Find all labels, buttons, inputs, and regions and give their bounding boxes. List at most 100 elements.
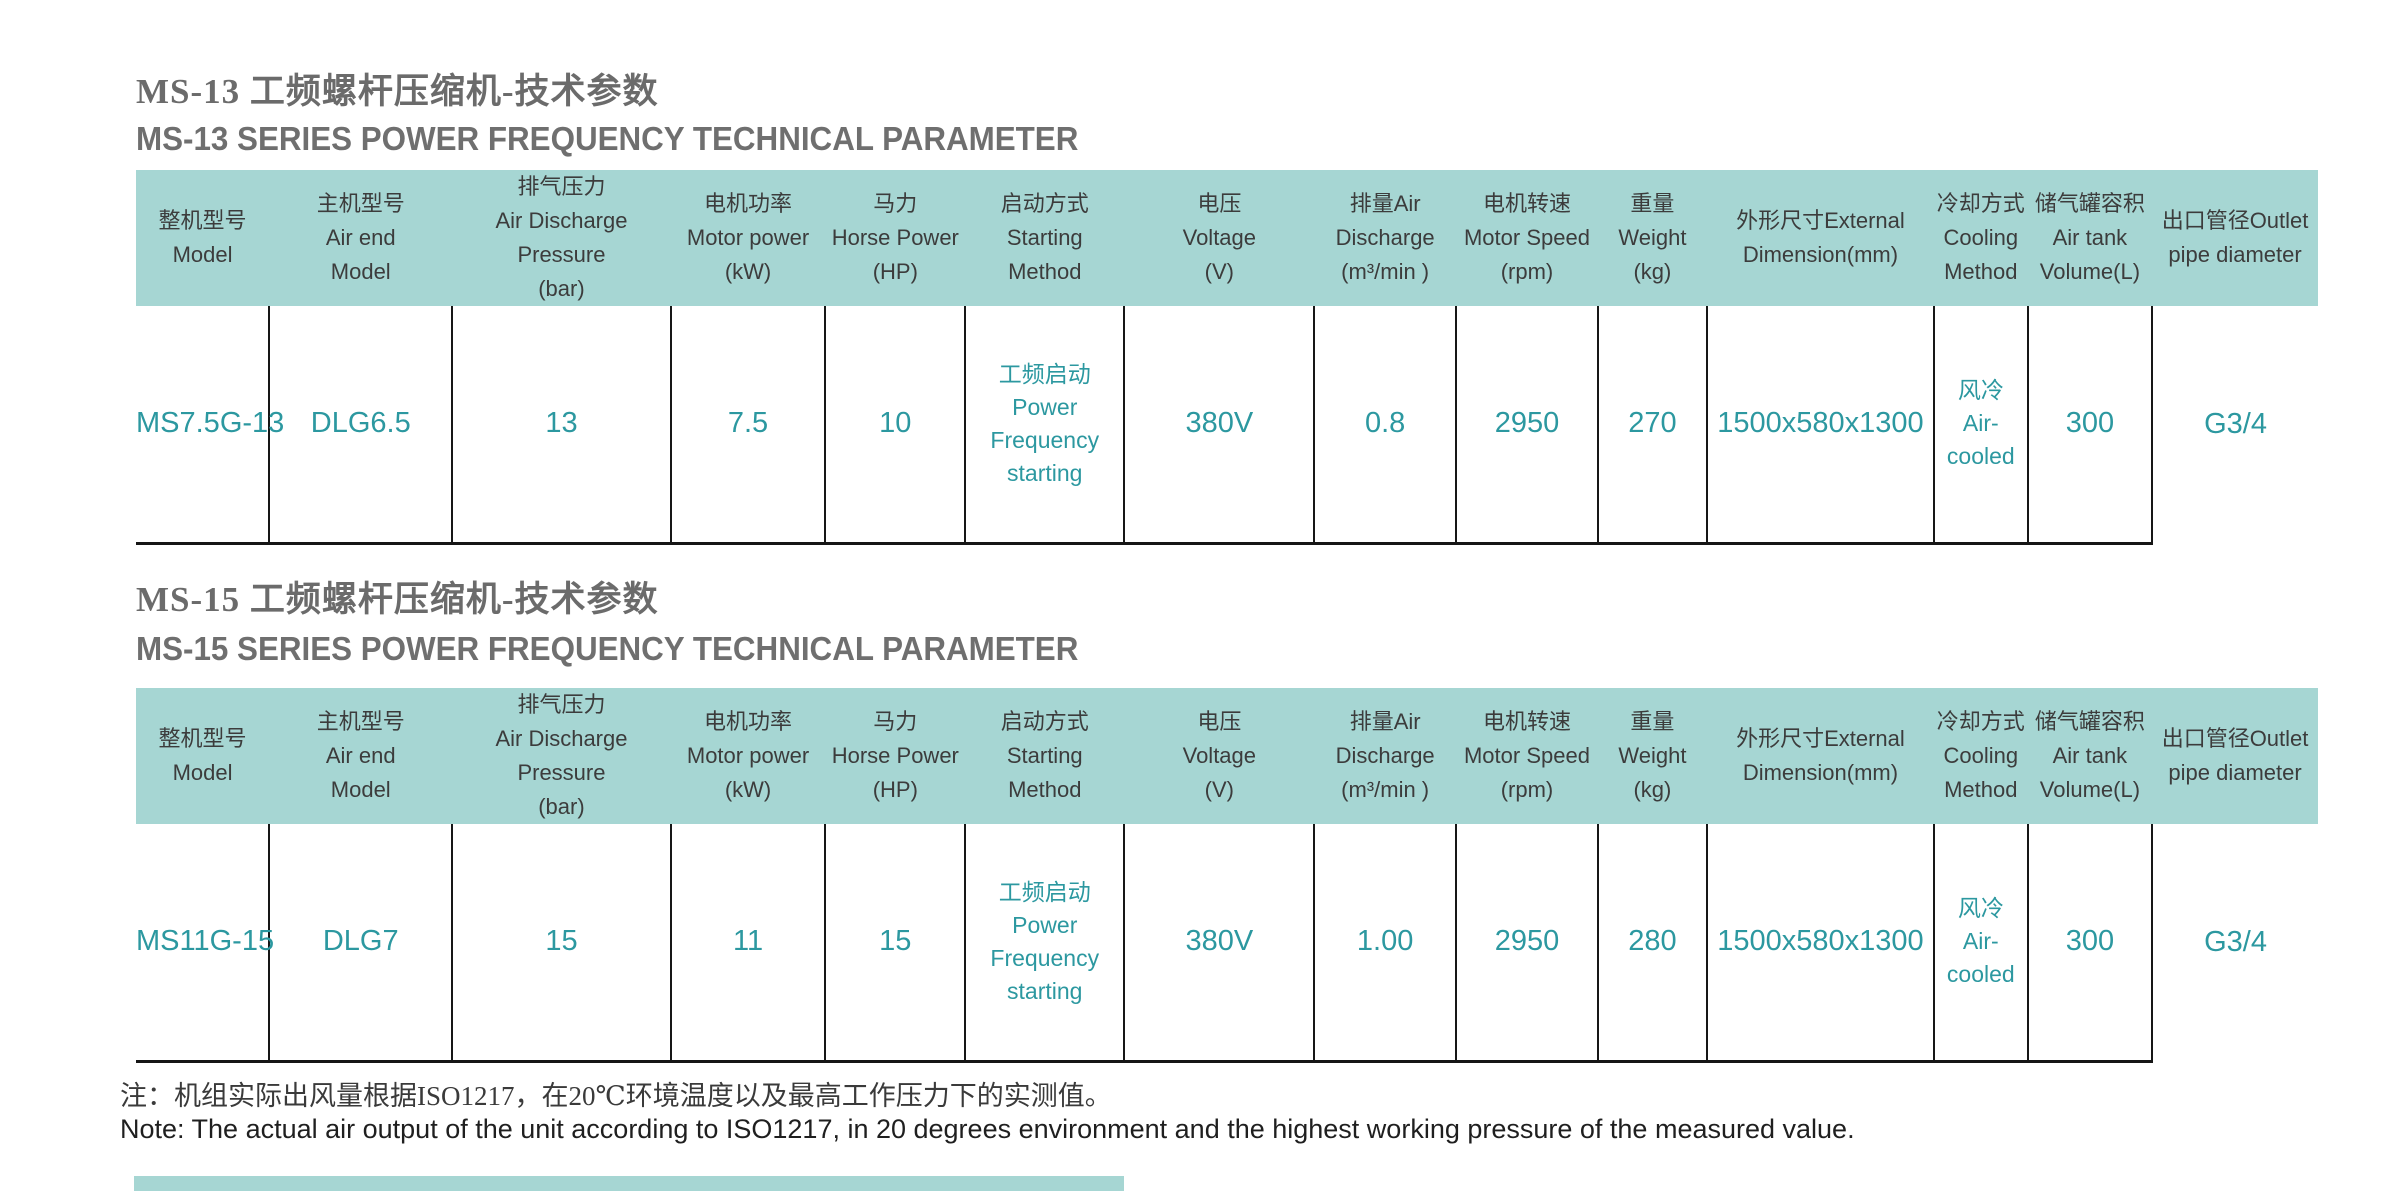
header-label-zh: 冷却方式 <box>1936 709 2025 734</box>
header-cell-horse-power: 马力 Horse Power (HP) <box>825 170 966 306</box>
header-label-en: Motor power <box>686 225 810 250</box>
header-label-unit: (rpm) <box>1500 259 1554 284</box>
header-label-zh: 电机功率 <box>704 709 793 734</box>
header-label-en: pipe diameter <box>2168 760 2302 785</box>
header-label-zh: 主机型号 <box>316 709 405 734</box>
table2-header-row: 整机型号 Model 主机型号 Air end Model 排气压力 Air Disch… <box>136 688 2318 824</box>
cell-discharge-pressure: 15 <box>452 824 672 1063</box>
starting-line: 工频启动 <box>998 360 1091 387</box>
cell-discharge-pressure: 13 <box>452 306 672 545</box>
header-label-unit: Method <box>1944 777 2018 802</box>
cell-air-discharge: 0.8 <box>1314 306 1458 545</box>
cell-starting-method: 工频启动 Power Frequency starting <box>965 824 1126 1063</box>
header-label-en: Horse Power <box>831 225 959 250</box>
starting-line: Frequency <box>990 944 1100 971</box>
header-label-en: Air end <box>325 225 396 250</box>
table1-header-row: 整机型号 Model 主机型号 Air end Model 排气压力 Air Disch… <box>136 170 2318 306</box>
cell-voltage: 380V <box>1124 306 1316 545</box>
header-cell-outlet: 出口管径Outlet pipe diameter <box>2152 688 2318 824</box>
header-label-en: Air tank <box>2052 225 2128 250</box>
header-label-en: Motor power <box>686 743 810 768</box>
footnote-zh: 注：机组实际出风量根据ISO1217，在20℃环境温度以及最高工作压力下的实测值… <box>120 1081 1112 1111</box>
header-cell-dimension: 外形尺寸External Dimension(mm) <box>1706 170 1934 306</box>
cell-cooling-method: 风冷 Air- cooled <box>1933 824 2029 1063</box>
header-label-zh: 电机转速 <box>1482 709 1571 734</box>
header-label-unit: (kW) <box>724 777 772 802</box>
header-label-en: Starting <box>1006 225 1083 250</box>
header-label-en: Motor Speed <box>1463 743 1590 768</box>
cell-motor-power: 7.5 <box>670 306 827 545</box>
cell-outlet: G3/4 <box>2152 306 2318 543</box>
header-cell-motor-power: 电机功率 Motor power (kW) <box>670 170 826 306</box>
header-label-unit: (V) <box>1204 259 1234 284</box>
header-label-en: Air end <box>325 743 396 768</box>
spec-table-ms15: 整机型号 Model 主机型号 Air end Model 排气压力 Air Disch… <box>136 688 2318 1063</box>
header-cell-air-tank: 储气罐容积 Air tank Volume(L) <box>2027 688 2153 824</box>
header-label-en: Air Discharge Pressure <box>495 726 628 785</box>
header-label-unit: Method <box>1008 777 1082 802</box>
cell-dimension: 1500x580x1300 <box>1706 306 1935 545</box>
header-label-zh: 重量 <box>1630 709 1675 734</box>
header-label-unit: Method <box>1008 259 1082 284</box>
starting-line: starting <box>1007 459 1083 486</box>
header-cell-discharge-pressure: 排气压力 Air Discharge Pressure (bar) <box>452 688 671 824</box>
header-label-en: Dimension(mm) <box>1742 242 1899 267</box>
table1-title-en: MS-13 SERIES POWER FREQUENCY TECHNICAL P… <box>136 120 1128 158</box>
header-label-zh: 重量 <box>1630 191 1675 216</box>
table2-title-en-text: MS-15 SERIES POWER FREQUENCY TECHNICAL P… <box>136 630 1079 667</box>
cell-horse-power: 10 <box>825 306 967 545</box>
table1-title-en-text: MS-13 SERIES POWER FREQUENCY TECHNICAL P… <box>136 120 1079 157</box>
header-cell-air-end: 主机型号 Air end Model <box>269 688 453 824</box>
header-label-unit: Volume(L) <box>2039 259 2141 284</box>
cooling-line: Air- <box>1962 410 1999 437</box>
header-label-unit: Model <box>330 777 391 802</box>
footnote-en: Note: The actual air output of the unit … <box>120 1114 1855 1144</box>
cell-weight: 280 <box>1597 824 1708 1063</box>
header-label-en: Cooling <box>1943 743 2019 768</box>
table2-data-row: MS11G-15 DLG7 15 11 15 工频启动 Power Freque… <box>136 824 2318 1063</box>
header-label-unit: Model <box>330 259 391 284</box>
bottom-accent-strip <box>134 1176 1124 1191</box>
starting-line: 工频启动 <box>998 878 1091 905</box>
starting-line: Power <box>1012 911 1078 938</box>
header-cell-starting-method: 启动方式 Starting Method <box>965 170 1125 306</box>
header-label-en: pipe diameter <box>2168 242 2302 267</box>
header-cell-model: 整机型号 Model <box>136 170 270 306</box>
header-label-en: Voltage <box>1182 743 1257 768</box>
starting-line: Frequency <box>990 426 1100 453</box>
header-label-unit: (m³/min ) <box>1341 777 1430 802</box>
header-label-zh: 电压 <box>1197 709 1242 734</box>
header-cell-starting-method: 启动方式 Starting Method <box>965 688 1125 824</box>
header-label-unit: (bar) <box>538 794 585 819</box>
header-cell-motor-power: 电机功率 Motor power (kW) <box>670 688 826 824</box>
header-label-zh: 外形尺寸External <box>1736 208 1905 233</box>
header-cell-air-end: 主机型号 Air end Model <box>269 170 453 306</box>
header-label-en: Air Discharge Pressure <box>495 208 628 267</box>
header-cell-motor-speed: 电机转速 Motor Speed (rpm) <box>1456 170 1598 306</box>
header-label-unit: (HP) <box>872 777 918 802</box>
table1-data-row: MS7.5G-13 DLG6.5 13 7.5 10 工频启动 Power Fr… <box>136 306 2318 545</box>
header-cell-air-discharge: 排量Air Discharge (m³/min ) <box>1314 688 1457 824</box>
cooling-line: cooled <box>1946 961 2015 988</box>
cell-air-tank: 300 <box>2027 824 2154 1063</box>
cell-air-tank: 300 <box>2027 306 2154 545</box>
header-label-en: Model <box>172 242 233 267</box>
header-label-unit: Volume(L) <box>2039 777 2141 802</box>
header-label-unit: (V) <box>1204 777 1234 802</box>
spec-table-ms13: 整机型号 Model 主机型号 Air end Model 排气压力 Air Disch… <box>136 170 2318 545</box>
header-label-unit: (bar) <box>538 276 585 301</box>
header-cell-dimension: 外形尺寸External Dimension(mm) <box>1706 688 1934 824</box>
header-label-unit: (kg) <box>1633 777 1672 802</box>
header-cell-weight: 重量 Weight (kg) <box>1597 688 1707 824</box>
header-label-zh: 排气压力 <box>517 174 606 199</box>
cell-motor-speed: 2950 <box>1456 824 1599 1063</box>
header-label-unit: (HP) <box>872 259 918 284</box>
header-label-zh: 出口管径Outlet <box>2161 208 2309 233</box>
header-cell-horse-power: 马力 Horse Power (HP) <box>825 688 966 824</box>
header-label-en: Voltage <box>1182 225 1257 250</box>
header-label-zh: 电机转速 <box>1482 191 1571 216</box>
header-cell-outlet: 出口管径Outlet pipe diameter <box>2152 170 2318 306</box>
header-label-unit: (kg) <box>1633 259 1672 284</box>
table1-title-zh: MS-13 工频螺杆压缩机-技术参数 <box>136 72 659 111</box>
cell-air-end: DLG7 <box>269 824 454 1063</box>
